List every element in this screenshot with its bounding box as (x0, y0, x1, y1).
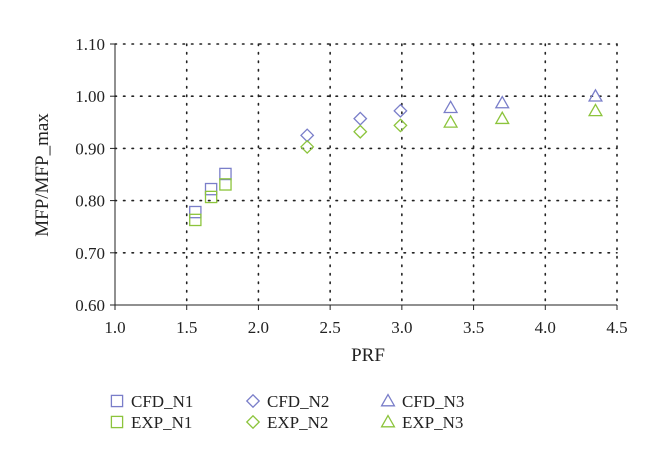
data-point-exp-n2 (300, 139, 315, 154)
x-axis-title: PRF (351, 345, 385, 366)
legend-marker-cfd-n3 (380, 393, 396, 407)
legend-marker-exp-n2 (245, 414, 261, 430)
y-tick-label: 0.70 (75, 244, 105, 263)
data-point-exp-n3 (587, 103, 604, 117)
data-point-exp-n1 (204, 190, 218, 204)
data-point-cfd-n2 (300, 128, 315, 143)
legend-marker-cfd-n1 (110, 394, 124, 408)
legend-marker-exp-n1 (110, 415, 124, 429)
axes (110, 43, 618, 310)
data-point-cfd-n3 (443, 99, 459, 114)
x-tick-label: 2.5 (320, 318, 341, 337)
y-tick-label: 1.00 (75, 87, 105, 106)
data-point-cfd-n1 (204, 182, 218, 196)
legend-label-exp-n1: EXP_N1 (131, 413, 192, 432)
y-tick-label: 0.80 (75, 192, 105, 211)
x-tick-label: 3.0 (391, 318, 412, 337)
data-point-cfd-n1 (219, 167, 232, 181)
data-point-exp-n3 (494, 110, 510, 125)
data-point-exp-n3 (443, 114, 459, 128)
legend: CFD_N1 CFD_N2 CFD_N3 EXP_N1 EXP_N2 EXP_N3 (110, 392, 464, 432)
x-tick-label: 1.5 (176, 318, 197, 337)
legend-marker-exp-n3 (380, 414, 396, 428)
data-point-exp-n2 (393, 118, 408, 133)
grid (114, 43, 618, 306)
data-point-exp-n1 (219, 178, 232, 191)
x-tick-label: 3.5 (463, 318, 484, 337)
data-point-cfd-n3 (494, 95, 510, 109)
data-point-cfd-n2 (353, 111, 368, 126)
y-tick-label: 0.90 (75, 139, 105, 158)
data-point-cfd-n2 (393, 103, 408, 118)
x-tick-label: 4.5 (606, 318, 627, 337)
y-tick-label: 0.60 (75, 296, 105, 315)
legend-label-cfd-n2: CFD_N2 (267, 392, 329, 411)
x-tick-label: 1.0 (104, 318, 125, 337)
data-points (189, 88, 604, 227)
data-point-exp-n1 (189, 213, 202, 227)
data-point-exp-n2 (353, 124, 368, 139)
legend-label-cfd-n1: CFD_N1 (131, 392, 193, 411)
legend-label-exp-n3: EXP_N3 (402, 413, 463, 432)
y-axis-title: MFP/MFP_max (32, 113, 53, 237)
x-tick-label: 2.0 (248, 318, 269, 337)
legend-label-exp-n2: EXP_N2 (267, 413, 328, 432)
y-tick-label: 1.10 (75, 35, 105, 54)
data-point-cfd-n3 (587, 88, 604, 102)
legend-label-cfd-n3: CFD_N3 (402, 392, 464, 411)
tick-labels: 0.60 0.70 0.80 0.90 1.00 1.10 1.0 1.5 2.0 2.5 3.0 3… (75, 35, 627, 337)
legend-marker-cfd-n2 (245, 393, 261, 409)
x-tick-label: 4.0 (535, 318, 556, 337)
data-point-cfd-n1 (189, 205, 202, 219)
